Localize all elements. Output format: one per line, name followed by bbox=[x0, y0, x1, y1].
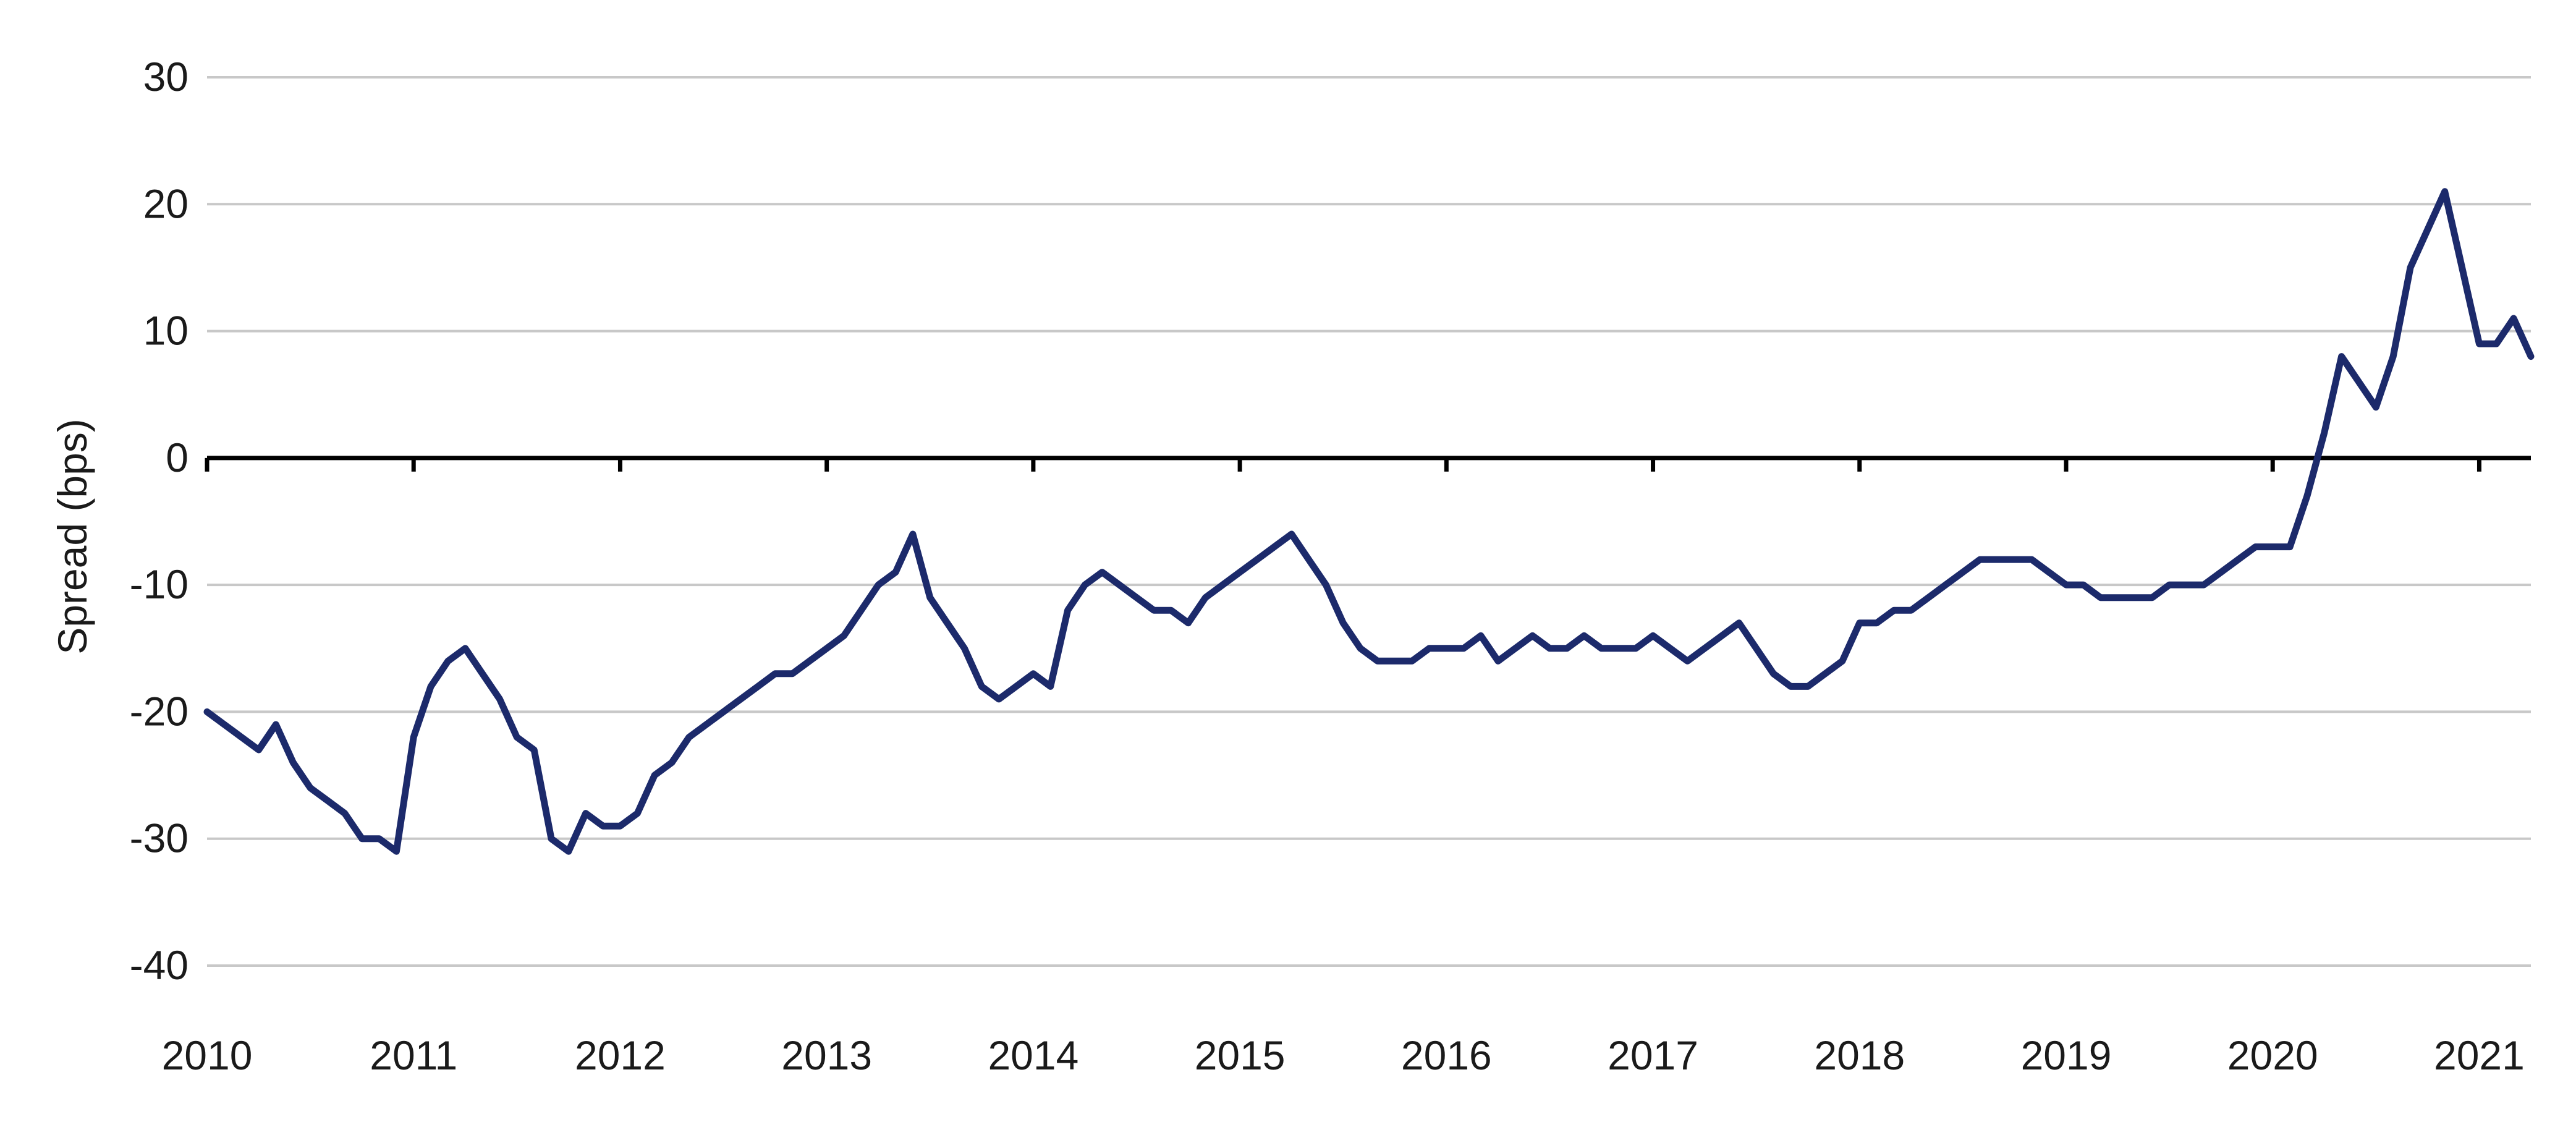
series-layer bbox=[203, 188, 2535, 855]
y-tick-label: 10 bbox=[143, 308, 189, 354]
x-tick-label: 2012 bbox=[575, 1032, 666, 1078]
x-tick-label: 2015 bbox=[1195, 1032, 1286, 1078]
y-tick-label: -40 bbox=[130, 942, 189, 988]
y-tick-labels: 30 20 10 0 -10 -20 -30 -40 bbox=[130, 54, 189, 988]
x-tick-label: 2017 bbox=[1608, 1032, 1698, 1078]
x-tick-label: 2020 bbox=[2227, 1032, 2318, 1078]
x-tick-label: 2011 bbox=[370, 1032, 457, 1078]
y-tick-label: -10 bbox=[130, 561, 189, 607]
y-tick-label: -20 bbox=[130, 688, 189, 734]
x-tick-label: 2019 bbox=[2021, 1032, 2112, 1078]
y-tick-label: 0 bbox=[166, 435, 189, 480]
y-tick-label: 30 bbox=[143, 54, 189, 100]
y-tick-label: -30 bbox=[130, 815, 189, 861]
gridlines bbox=[207, 76, 2531, 967]
y-axis-title: Spread (bps) bbox=[49, 419, 95, 655]
series-line-0 bbox=[203, 188, 2535, 855]
x-tick-label: 2016 bbox=[1401, 1032, 1492, 1078]
x-ticks bbox=[205, 457, 2481, 472]
x-tick-label: 2013 bbox=[781, 1032, 872, 1078]
x-tick-label: 2010 bbox=[162, 1032, 253, 1078]
x-tick-label: 2018 bbox=[1814, 1032, 1905, 1078]
y-tick-label: 20 bbox=[143, 181, 189, 226]
x-tick-labels: 2010 2011 2012 2013 2014 2015 2016 2017 2018 2019… bbox=[162, 1032, 2525, 1078]
x-tick-label: 2021 bbox=[2434, 1032, 2525, 1078]
x-tick-label: 2014 bbox=[988, 1032, 1078, 1078]
